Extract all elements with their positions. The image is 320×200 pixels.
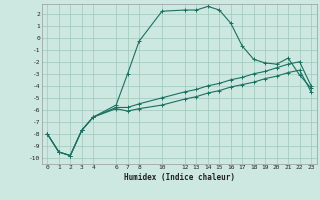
X-axis label: Humidex (Indice chaleur): Humidex (Indice chaleur) [124, 173, 235, 182]
